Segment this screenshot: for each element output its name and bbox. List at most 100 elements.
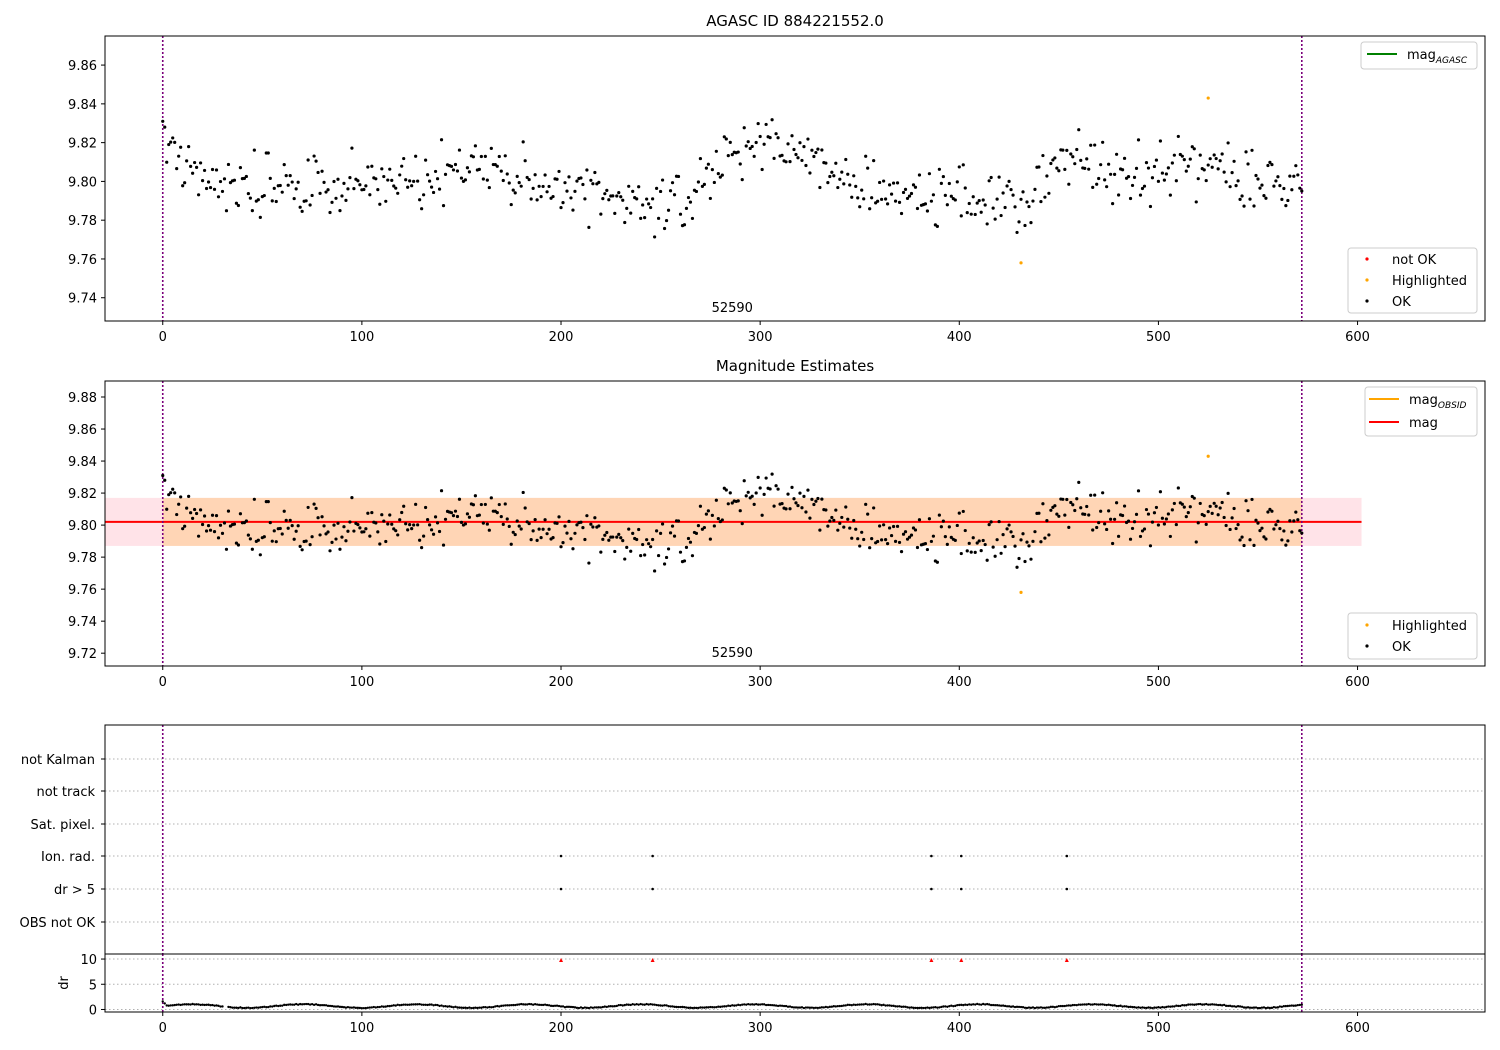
dr-point [733,1004,736,1007]
p2-ok-point [917,518,922,522]
p1-ok-point [1296,173,1300,177]
p2-ok-point [762,492,766,497]
p2-ok-point [889,533,894,538]
p1-ok-point [943,193,947,197]
dr-point [287,1003,290,1006]
dr-point [1023,1006,1027,1009]
p2-ok-point [1019,538,1023,542]
panel2-vlines [161,381,1303,666]
dr-point [308,1003,312,1006]
dr-point [527,1002,531,1006]
dr-point [350,1006,354,1009]
p2-ok-point [527,521,531,526]
dr-point [320,1003,324,1007]
p1-ok-point [1292,174,1296,178]
p1-ok-point [957,165,961,169]
p1-ok-point [607,198,611,202]
p2-ok-point [991,545,995,549]
dr-point [1169,1005,1172,1008]
p2-ok-point [668,531,673,535]
dr-point [175,1003,178,1006]
p1-ok-point [366,165,370,169]
dr-point [406,1003,409,1006]
p1-ok-point [979,210,983,214]
p2-ok-point [977,539,981,543]
dr-point [697,1006,700,1010]
p1-ok-point [615,194,619,198]
p1-ok-point [1134,166,1139,171]
p1-ok-point [1126,175,1131,179]
dr-point [1205,1002,1208,1006]
p2-ok-point [449,511,454,515]
p2-ok-point [1047,533,1051,537]
p2-ok-point [268,521,272,525]
dr-point [1077,1003,1080,1006]
dr-point [426,1003,429,1007]
dr-point [985,1002,989,1006]
p1-ytick-label: 9.82 [68,137,97,152]
p2-ok-point [1073,508,1077,513]
p2-ok-point [1216,513,1220,517]
p2-ok-point [989,520,993,524]
dr-point [213,1004,216,1007]
dr-point [364,1006,368,1010]
p2-ok-point [1065,497,1069,502]
p1-ok-point [1087,167,1091,171]
p1-ok-point [746,140,750,144]
p1-ok-point [786,142,790,146]
p2-ok-point [943,535,947,539]
dr-point [482,1006,485,1009]
p2-ok-point [338,547,342,551]
p1-ok-point [1216,167,1220,171]
p2-ok-point [997,519,1001,524]
p2-ok-point [1204,522,1208,527]
dr-point [1079,1003,1082,1006]
p2-ok-point [1228,527,1232,532]
dr-point [247,1006,250,1009]
p2-ok-point [1252,543,1256,547]
p1-ok-point [1047,191,1051,195]
p2-ok-point [575,523,579,527]
p2-ok-point [1049,508,1053,512]
dr-point [784,1004,788,1008]
p2-ok-point [927,517,932,521]
dr-point [165,1004,168,1007]
p1-ok-point [1029,221,1033,225]
p2-ok-point [816,496,820,501]
dr-point [237,1006,240,1010]
p1-ok-point [1015,230,1019,235]
p2-xtick-label: 100 [349,675,374,690]
p1-ok-point [453,162,458,167]
p1-ok-point [768,136,772,140]
p1-ok-point [1021,190,1025,194]
dr-point [326,1004,330,1008]
p2-ok-point [788,507,792,511]
p2-ok-point [1256,521,1260,525]
p1-ok-point [1146,166,1151,170]
dr-point [1115,1004,1118,1008]
p1-ok-point [1274,179,1278,183]
dr-point [418,1002,421,1006]
dr-point [183,1003,186,1006]
dr-point [605,1005,609,1009]
p1-ok-point [183,181,187,185]
p1-ok-point [1033,187,1037,191]
p1-xtick-label: 100 [349,330,374,345]
dr-point [780,1004,784,1007]
dr-point [506,1004,509,1007]
p2-ok-point [1037,511,1041,515]
p1-ok-point [246,191,250,196]
p1-ok-point [252,148,256,152]
p1-ok-point [903,187,908,192]
dr-point [966,1003,969,1007]
p2-ok-point [517,524,521,528]
dr-point [796,1006,800,1009]
p2-ok-point [451,514,456,518]
p1-ok-point [1212,153,1216,157]
dr-point [1292,1004,1296,1007]
dr-point [1037,1006,1041,1009]
p2-ok-point [1222,515,1226,520]
p2-ok-point [740,522,744,526]
dr-point [643,1003,646,1006]
p2-ok-point [973,550,977,554]
